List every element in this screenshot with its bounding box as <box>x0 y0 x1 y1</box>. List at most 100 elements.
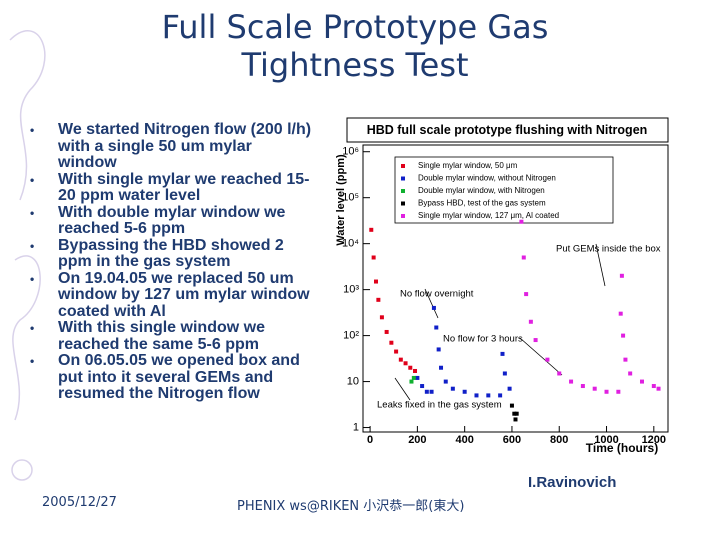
bullet: With this single window we reached the s… <box>30 319 313 353</box>
data-point <box>509 403 514 408</box>
data-point <box>398 357 403 362</box>
data-point <box>376 297 381 302</box>
bullet: On 06.05.05 we opened box and put into i… <box>30 352 313 403</box>
data-point <box>413 368 418 373</box>
data-point <box>519 219 524 224</box>
legend-swatch <box>401 164 405 168</box>
data-point <box>592 386 597 391</box>
legend-label: Double mylar window, without Nitrogen <box>418 174 556 183</box>
data-point <box>443 379 448 384</box>
data-point <box>409 379 414 384</box>
y-tick-label: 10⁴ <box>342 238 359 250</box>
data-point <box>656 386 661 391</box>
annotation: No flow overnight <box>400 289 474 300</box>
annotation: Leaks fixed in the gas system <box>377 400 502 411</box>
data-point <box>486 393 491 398</box>
annotation: No flow for 3 hours <box>443 334 523 345</box>
y-tick-label: 10 <box>347 375 359 387</box>
footer-event: PHENIX ws@RIKEN 小沢恭一郎(東大) <box>237 499 465 514</box>
x-tick-label: 800 <box>550 434 568 446</box>
footer-date: 2005/12/27 <box>42 495 117 510</box>
legend-label: Double mylar window, with Nitrogen <box>418 186 545 195</box>
data-point <box>604 389 609 394</box>
data-point <box>639 379 644 384</box>
data-point <box>384 329 389 334</box>
annotation-arrows <box>394 243 606 401</box>
slide-title: Full Scale Prototype Gas Tightness Test <box>161 8 549 84</box>
data-point <box>621 333 626 338</box>
data-point <box>408 365 413 370</box>
data-point <box>557 371 562 376</box>
data-point <box>374 279 379 284</box>
data-point <box>394 349 399 354</box>
data-point <box>379 315 384 320</box>
data-point <box>533 338 538 343</box>
x-tick-label: 0 <box>367 434 373 446</box>
data-point <box>411 375 416 380</box>
bullet: With double mylar window we reached 5-6 … <box>30 204 313 238</box>
y-tick-label: 10⁵ <box>342 192 359 204</box>
data-point <box>628 371 633 376</box>
data-point <box>415 375 420 380</box>
data-point <box>545 357 550 362</box>
x-tick-label: 600 <box>503 434 521 446</box>
data-point <box>623 357 628 362</box>
data-point <box>369 227 374 232</box>
data-point <box>431 305 436 310</box>
author: I.Ravinovich <box>528 474 617 491</box>
x-axis-label: Time (hours) <box>586 441 658 455</box>
data-point <box>502 371 507 376</box>
data-point <box>498 393 503 398</box>
legend-swatch <box>401 176 405 181</box>
data-point <box>462 389 467 394</box>
legend-label: Single mylar window, 127 μm, Al coated <box>418 211 559 220</box>
data-point <box>371 255 376 260</box>
bullet-list: We started Nitrogen flow (200 l/h) with … <box>30 121 320 403</box>
legend-swatch <box>401 214 405 218</box>
y-tick-label: 10⁶ <box>342 146 359 158</box>
bullet: We started Nitrogen flow (200 l/h) with … <box>30 121 313 172</box>
x-tick-label: 1000 <box>594 434 618 446</box>
data-point <box>569 379 574 384</box>
x-tick-label: 200 <box>408 434 426 446</box>
bullet: Bypassing the HBD showed 2 ppm in the ga… <box>30 237 313 271</box>
data-point <box>424 389 429 394</box>
y-tick-label: 10² <box>343 330 359 342</box>
x-tick-label: 1200 <box>642 434 666 446</box>
x-tick-label: 400 <box>455 434 473 446</box>
data-point <box>507 386 512 391</box>
data-point <box>521 255 526 260</box>
y-tick-label: 1 <box>353 421 359 433</box>
chart-title: HBD full scale prototype flushing with N… <box>367 123 648 137</box>
data-point <box>429 389 434 394</box>
annotation: Put GEMs inside the box <box>556 244 661 255</box>
data-point <box>420 384 425 389</box>
legend-box <box>394 156 614 224</box>
data-point <box>528 319 533 324</box>
data-point <box>450 386 455 391</box>
legend-swatch <box>401 201 405 206</box>
legend-label: Bypass HBD, test of the gas system <box>418 199 546 208</box>
legend-label: Single mylar window, 50 μm <box>418 161 518 170</box>
data-point <box>513 417 518 422</box>
data-point <box>474 393 479 398</box>
data-point <box>389 340 394 345</box>
decoration <box>9 30 46 481</box>
bullet: With single mylar we reached 15-20 ppm w… <box>30 171 313 205</box>
data-point <box>514 411 519 416</box>
plot-frame <box>362 144 669 433</box>
data-point <box>616 389 621 394</box>
data-point <box>651 384 656 389</box>
data-point <box>619 273 624 278</box>
data-point <box>512 411 517 416</box>
data-point <box>580 384 585 389</box>
data-point <box>436 347 441 352</box>
data-point <box>403 361 408 366</box>
data-point <box>500 351 505 356</box>
bullet: On 19.04.05 we replaced 50 um window by … <box>30 270 313 321</box>
y-axis-label: Water level (ppm) <box>335 154 347 246</box>
data-point <box>618 311 623 316</box>
data-point <box>524 292 529 297</box>
